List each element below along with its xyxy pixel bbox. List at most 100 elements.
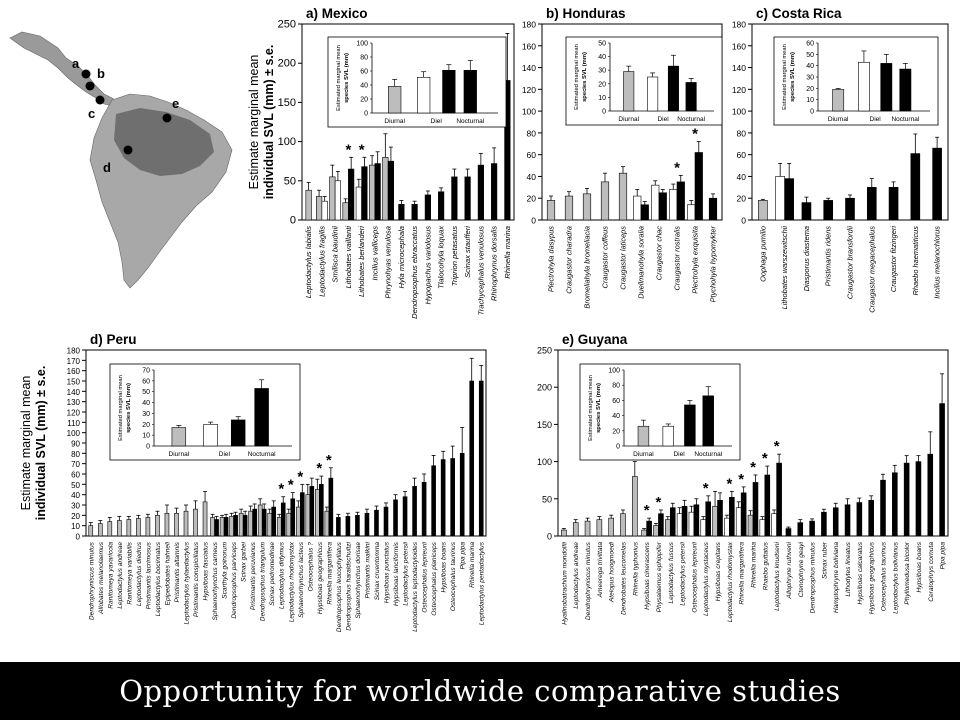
x-tick-label: Leptodactylus fuscus <box>668 541 675 603</box>
x-tick-label: Leptodactylus rhodomystax <box>727 541 734 622</box>
x-tick-label: Rhaebo haematiticus <box>911 226 920 296</box>
y-tick-label: 0 <box>547 532 552 542</box>
inset-bar <box>880 63 893 112</box>
y-tick-label: 50 <box>71 481 80 490</box>
x-tick-label: Craugastor charadra <box>565 226 574 294</box>
bar <box>700 519 707 537</box>
inset-y-tick-label: 50 <box>142 389 150 396</box>
inset-y-tick-label: 50 <box>806 52 814 59</box>
bar <box>382 156 389 221</box>
x-tick-label: Rhinella marina <box>469 542 476 588</box>
x-tick-label: Plectrohyla exquisita <box>691 226 700 294</box>
bar <box>309 486 315 537</box>
bar <box>491 163 498 221</box>
x-tick-label: Pristimantis conspicillatus <box>193 541 200 617</box>
x-tick-label: Diasporus diastema <box>802 226 811 291</box>
bar <box>478 380 484 537</box>
bar <box>431 465 436 537</box>
inset-y-tick-label: 40 <box>598 54 606 61</box>
bar <box>440 459 446 537</box>
x-tick-label: Osteocephalus taurinus <box>450 541 457 611</box>
inset-category-label: Nocturnal <box>677 116 705 123</box>
caption-text: Opportunity for worldwide comparative st… <box>119 674 841 708</box>
inset-y-tick-label: 40 <box>806 63 814 70</box>
bar <box>305 189 312 221</box>
bar <box>319 484 324 537</box>
inset-y-tick-label: 0 <box>602 109 606 116</box>
inset-y-tick-label: 20 <box>806 86 814 93</box>
inset-bar <box>832 89 845 112</box>
bar <box>844 504 851 537</box>
site-d-label: d <box>103 160 111 175</box>
inset-y-tick-label: 30 <box>806 75 814 82</box>
bar <box>233 515 238 537</box>
site-c-label: c <box>88 106 95 121</box>
x-tick-label: Dendrophryniscus minutus <box>88 541 95 620</box>
bar <box>785 528 792 537</box>
x-tick-label: Leptodactylus andreae <box>117 542 124 609</box>
bar <box>145 517 151 537</box>
bar <box>823 200 834 221</box>
bar <box>334 180 341 221</box>
bar <box>687 204 696 221</box>
x-tick-label: Lithodytes lineatus <box>845 541 852 596</box>
bar <box>669 189 678 221</box>
bar <box>155 515 160 537</box>
y-tick-label: 150 <box>537 420 552 430</box>
y-tick-label: 160 <box>522 41 536 51</box>
bar <box>219 517 225 537</box>
bar <box>336 517 341 537</box>
site-e-label: e <box>172 96 179 111</box>
y-tick-label: 150 <box>278 97 296 109</box>
x-tick-label: Hypsiboas fasciatus <box>203 541 210 600</box>
bar <box>676 181 685 221</box>
bar <box>374 163 381 221</box>
inset-category-label: Diurnal <box>384 118 405 125</box>
bar <box>596 519 603 537</box>
x-tick-label: Dendropsophus minutus <box>810 541 817 613</box>
panel-label: c) Costa Rica <box>756 6 842 21</box>
x-tick-label: Osteocephalus leprieurii <box>691 541 698 612</box>
y-tick-label: 10 <box>71 522 80 531</box>
bar <box>561 529 567 537</box>
inset-bar <box>702 395 714 447</box>
y-tick-label: 100 <box>537 457 552 467</box>
bar <box>342 202 349 221</box>
significance-star: * <box>316 460 322 477</box>
amazon-forest-region <box>114 108 214 176</box>
x-tick-label: Leptodactylus diedrus <box>136 541 143 606</box>
inset-y-tick-label: 50 <box>598 41 606 48</box>
x-tick-label: Ameerega trivittata <box>597 542 604 599</box>
x-tick-label: Leptodactylus rhodomystax <box>288 541 295 622</box>
x-tick-label: Epipedobates hahneli <box>164 541 171 605</box>
y-tick-label: 0 <box>531 216 536 226</box>
bar <box>421 481 427 537</box>
y-tick-label: 160 <box>732 41 746 51</box>
bar <box>676 513 683 537</box>
x-tick-label: Scinax garbei <box>241 541 248 581</box>
inset-bar <box>899 68 912 112</box>
bar <box>398 204 405 221</box>
inset-category-label: Nocturnal <box>456 118 484 125</box>
bar <box>345 516 351 537</box>
y-tick-label: 70 <box>71 460 80 469</box>
x-tick-label: Trachycephalus venulosus <box>476 226 485 316</box>
bar <box>393 499 398 537</box>
inset-y-tick-label: 30 <box>142 411 150 418</box>
y-tick-label: 180 <box>67 347 81 356</box>
y-tick-label: 20 <box>737 194 747 204</box>
bar <box>257 504 263 537</box>
bar <box>280 502 286 537</box>
bar <box>261 508 267 537</box>
chart-guyana: e) Guyana050100150200250Hyalinobatrachiu… <box>537 332 949 625</box>
bar <box>438 191 445 221</box>
inset-y-tick-label: 80 <box>612 383 620 390</box>
bar <box>295 506 301 537</box>
bar <box>582 193 592 221</box>
x-tick-label: Plectrohyla dasypus <box>547 226 556 292</box>
inset-y-label-line2: species SVL (mm) <box>790 52 796 102</box>
bar <box>348 168 355 221</box>
y-tick-label: 0 <box>741 216 746 226</box>
significance-star: * <box>692 126 698 143</box>
bar <box>797 522 804 537</box>
